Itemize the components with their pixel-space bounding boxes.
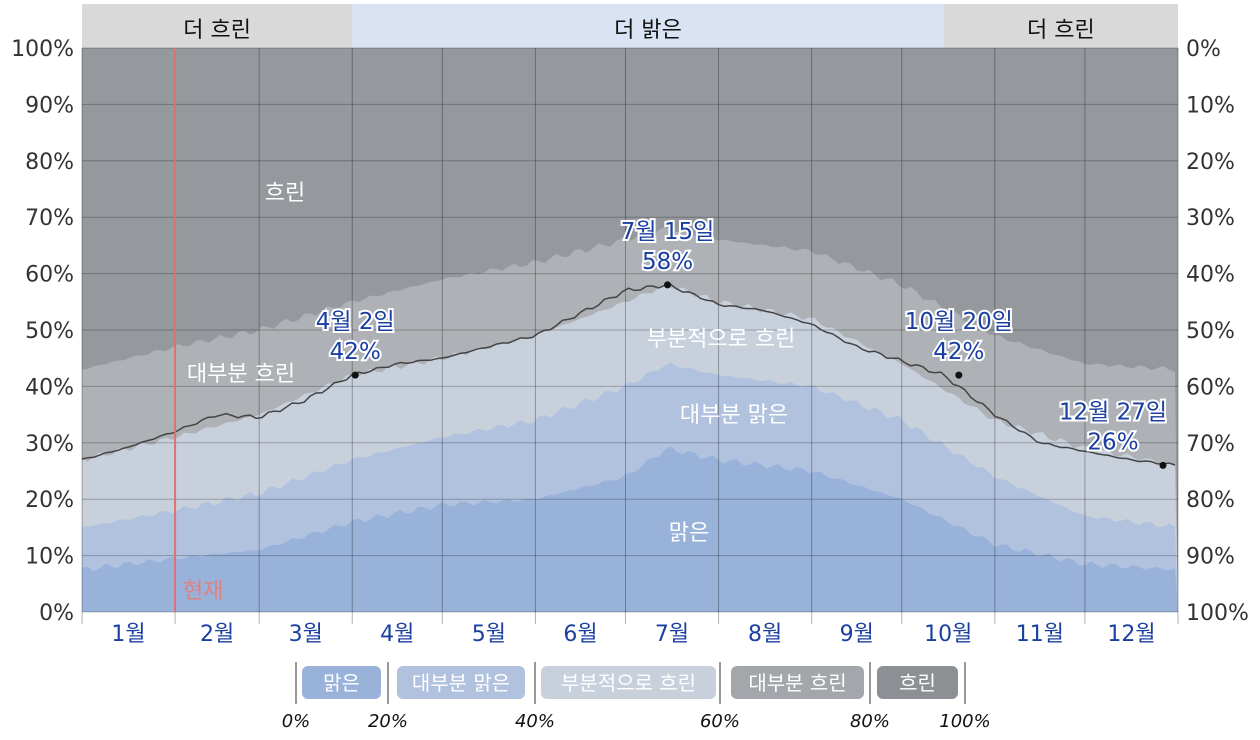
y-tick-left: 70% [25, 206, 74, 231]
legend-pct-label: 80% [850, 711, 890, 732]
y-tick-right: 50% [1186, 319, 1235, 344]
area-label-clear: 맑은 [669, 521, 709, 546]
legend-pct-label: 20% [368, 711, 408, 732]
season-band-label: 더 흐린 [1027, 18, 1095, 43]
annotation-date: 7월 15일 [621, 219, 715, 245]
y-tick-right: 70% [1186, 432, 1235, 457]
legend-label: 대부분 맑은 [412, 671, 510, 695]
y-tick-right: 0% [1186, 37, 1221, 62]
annotation-point [1159, 461, 1167, 469]
y-tick-left: 20% [25, 488, 74, 513]
legend-label: 대부분 흐린 [748, 671, 846, 695]
y-tick-left: 10% [25, 545, 74, 570]
month-label: 10월 [924, 622, 972, 647]
season-band-label: 더 밝은 [614, 18, 682, 43]
y-tick-left: 80% [25, 150, 74, 175]
trend-line [81, 283, 1176, 466]
legend-label: 부분적으로 흐린 [561, 671, 696, 695]
legend-pct-label: 40% [515, 711, 555, 732]
month-label: 1월 [111, 622, 145, 647]
month-label: 6월 [563, 622, 597, 647]
y-tick-left: 0% [39, 601, 74, 626]
annotation-point [351, 371, 359, 379]
season-band [943, 4, 1178, 48]
season-band-label: 더 흐린 [183, 18, 251, 43]
annotation-point [955, 371, 963, 379]
season-band [82, 4, 353, 48]
legend-label: 맑은 [323, 671, 360, 695]
now-label: 현재 [183, 579, 223, 604]
legend-pct-label: 0% [282, 711, 311, 732]
month-label: 3월 [289, 622, 323, 647]
y-tick-right: 30% [1186, 206, 1235, 231]
annotation-point [664, 281, 672, 289]
y-tick-left: 30% [25, 432, 74, 457]
area-label-mostly-clear: 대부분 맑은 [680, 403, 788, 428]
y-tick-right: 80% [1186, 488, 1235, 513]
month-label: 5월 [472, 622, 506, 647]
month-label: 9월 [840, 622, 874, 647]
legend-swatch [877, 666, 958, 699]
legend-swatch [731, 666, 864, 699]
y-tick-right: 90% [1186, 545, 1235, 570]
y-tick-right: 100% [1186, 601, 1249, 626]
month-label: 4월 [380, 622, 414, 647]
y-tick-right: 60% [1186, 375, 1235, 400]
month-label: 2월 [200, 622, 234, 647]
annotation-date: 12월 27일 [1059, 399, 1167, 425]
legend-pct-label: 60% [700, 711, 740, 732]
legend-swatch [541, 666, 716, 699]
season-band [352, 4, 944, 48]
y-tick-right: 20% [1186, 150, 1235, 175]
area-label-mostly-cloudy: 대부분 흐린 [187, 362, 295, 387]
area-clear [82, 446, 1178, 612]
month-label: 7월 [655, 622, 689, 647]
legend-label: 흐린 [899, 671, 936, 695]
legend-swatch [397, 666, 525, 699]
month-label: 8월 [748, 622, 782, 647]
annotation-pct: 42% [330, 339, 381, 365]
legend-pct-label: 100% [939, 711, 990, 732]
annotation-date: 4월 2일 [316, 309, 395, 335]
annotation-pct: 58% [642, 249, 693, 275]
annotation-pct: 42% [933, 339, 984, 365]
area-label-partly-cloudy: 부분적으로 흐린 [647, 327, 796, 352]
legend-swatch [302, 666, 381, 699]
annotation-date: 10월 20일 [905, 309, 1013, 335]
y-tick-left: 60% [25, 263, 74, 288]
y-tick-left: 40% [25, 375, 74, 400]
y-tick-left: 50% [25, 319, 74, 344]
month-label: 12월 [1107, 622, 1155, 647]
month-label: 11월 [1016, 622, 1064, 647]
y-tick-right: 10% [1186, 93, 1235, 118]
area-label-overcast: 흐린 [265, 181, 305, 206]
y-tick-left: 90% [25, 93, 74, 118]
y-tick-right: 40% [1186, 263, 1235, 288]
annotation-pct: 26% [1087, 429, 1138, 455]
y-tick-left: 100% [11, 37, 74, 62]
